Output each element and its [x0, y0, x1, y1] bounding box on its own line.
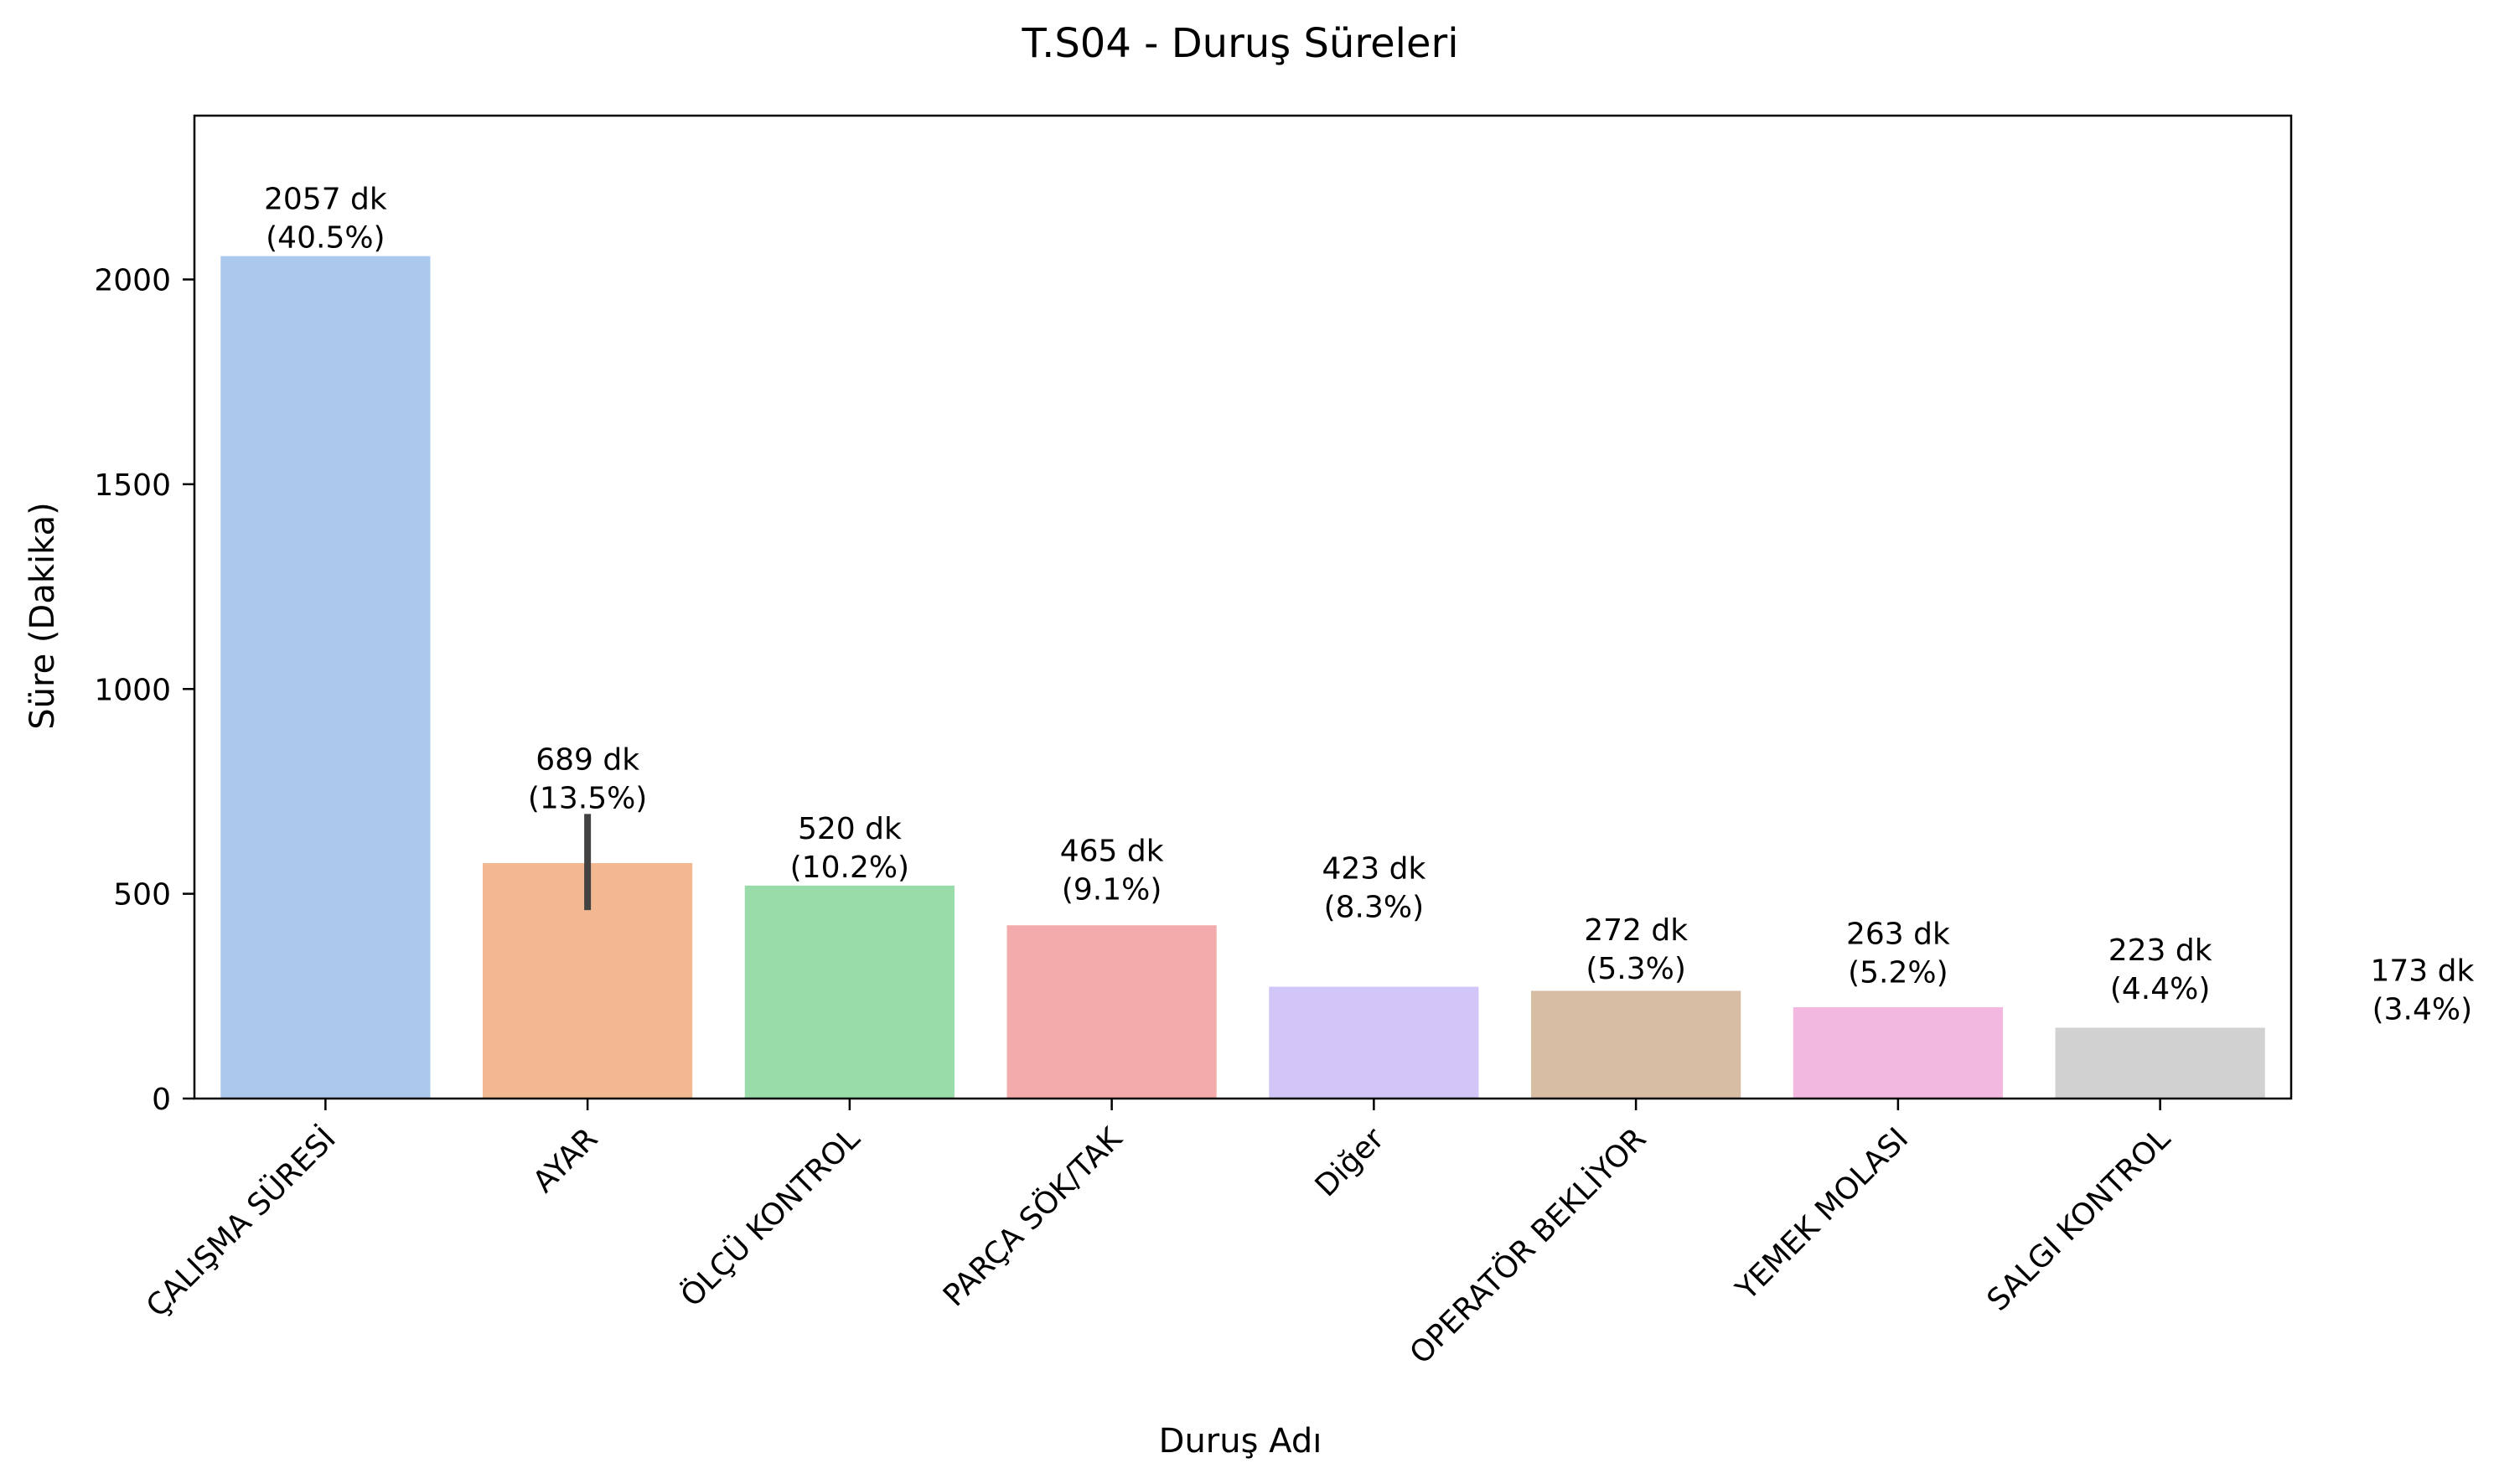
y-axis-label: Süre (Dakika)	[23, 502, 62, 729]
bar-8	[2055, 1027, 2265, 1099]
bar-5	[1269, 986, 1479, 1099]
bar-6	[1531, 990, 1741, 1099]
x-axis-label: Duruş Adı	[1159, 1422, 1322, 1461]
y-tick-label-5: 2000	[94, 264, 171, 298]
annotation-value-1: 2057 dk	[264, 183, 387, 217]
bar-4	[1006, 925, 1217, 1099]
annotation-value-2: 689 dk	[536, 742, 639, 777]
annotation-value-8: 223 dk	[2108, 933, 2212, 968]
annotation-value-7: 263 dk	[1846, 917, 1950, 951]
bar-7	[1793, 1007, 2003, 1099]
y-tick-label-4: 1500	[94, 468, 171, 503]
annotation-percent-2: (13.5%)	[528, 781, 647, 815]
annotation-percent-5: (8.3%)	[1324, 890, 1425, 924]
annotation-value-3: 520 dk	[798, 812, 902, 846]
annotation-percent-6: (5.3%)	[1586, 952, 1686, 986]
annotation-value-4: 465 dk	[1060, 835, 1164, 869]
plot-frame	[193, 114, 2293, 1100]
y-tick-label-3: 1000	[94, 673, 171, 707]
annotation-percent-4: (9.1%)	[1062, 873, 1162, 907]
annotation-percent-7: (5.2%)	[1848, 955, 1948, 990]
annotation-value-9: 173 dk	[2370, 954, 2474, 988]
annotation-value-6: 272 dk	[1584, 913, 1688, 948]
y-tick-label-2: 500	[113, 878, 171, 913]
annotation-percent-9: (3.4%)	[2372, 992, 2473, 1026]
bar-1	[220, 256, 431, 1099]
y-tick-label-1: 0	[152, 1083, 171, 1117]
annotation-value-5: 423 dk	[1322, 851, 1425, 886]
annotation-percent-8: (4.4%)	[2110, 972, 2211, 1006]
chart-title: T.S04 - Duruş Süreleri	[1021, 20, 1458, 67]
bar-3	[744, 885, 955, 1099]
annotation-percent-3: (10.2%)	[790, 851, 909, 885]
annotation-percent-1: (40.5%)	[266, 221, 385, 256]
